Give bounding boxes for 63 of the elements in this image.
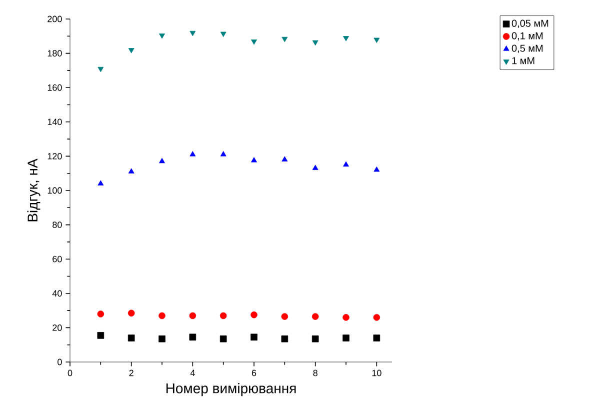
x-tick-label: 6 xyxy=(252,370,256,376)
y-tick-label: 140 xyxy=(48,118,62,126)
point xyxy=(373,314,380,321)
x-tick-label: 4 xyxy=(190,370,195,376)
point xyxy=(342,334,350,342)
point xyxy=(190,30,196,36)
legend-label: 0,05 мМ xyxy=(512,20,548,28)
point xyxy=(128,334,135,342)
point xyxy=(189,334,196,341)
point xyxy=(281,335,288,342)
y-tick-label: 120 xyxy=(48,153,62,160)
y-tick-label: 200 xyxy=(48,16,62,22)
point xyxy=(220,335,227,342)
point xyxy=(97,332,104,339)
legend-label: 1 мМ xyxy=(512,57,534,64)
point xyxy=(373,334,380,342)
point xyxy=(159,158,165,164)
point xyxy=(250,311,258,318)
point xyxy=(312,335,319,342)
point xyxy=(250,334,258,341)
x-tick-label: 8 xyxy=(313,370,318,376)
point xyxy=(159,33,165,39)
point xyxy=(251,157,257,162)
point xyxy=(97,310,104,318)
point xyxy=(128,168,134,174)
point xyxy=(220,151,226,156)
point xyxy=(98,180,104,186)
point xyxy=(251,39,257,45)
y-tick-label: 160 xyxy=(48,84,62,91)
point xyxy=(189,312,196,320)
point xyxy=(342,314,350,321)
x-tick-label: 10 xyxy=(372,370,382,376)
y-axis-title: Відгук, нА xyxy=(27,158,40,222)
x-axis-title: Номер вимірювання xyxy=(166,383,296,396)
point xyxy=(281,313,288,320)
point xyxy=(282,156,288,162)
point xyxy=(98,66,104,72)
point xyxy=(158,335,166,342)
legend-label: 0,5 мМ xyxy=(512,44,543,53)
point xyxy=(343,36,349,42)
y-tick-label: 180 xyxy=(48,50,62,56)
point xyxy=(220,32,226,37)
point xyxy=(128,48,134,54)
point xyxy=(312,313,319,320)
y-tick-label: 20 xyxy=(52,324,62,331)
point xyxy=(128,310,135,317)
point xyxy=(374,38,380,43)
y-tick-label: 80 xyxy=(52,222,62,228)
point xyxy=(312,164,318,170)
y-tick-label: 0 xyxy=(58,358,62,366)
y-tick-label: 100 xyxy=(48,187,62,194)
y-tick-label: 60 xyxy=(52,256,62,262)
x-tick-label: 2 xyxy=(129,370,134,376)
point xyxy=(190,151,196,156)
point xyxy=(312,40,318,46)
point xyxy=(343,161,349,167)
point xyxy=(282,36,288,42)
point xyxy=(158,312,166,320)
point xyxy=(374,166,380,172)
y-tick-label: 40 xyxy=(52,290,62,297)
point xyxy=(220,312,227,320)
x-tick-label: 0 xyxy=(68,370,72,376)
legend-label: 0,1 мМ xyxy=(512,32,543,41)
